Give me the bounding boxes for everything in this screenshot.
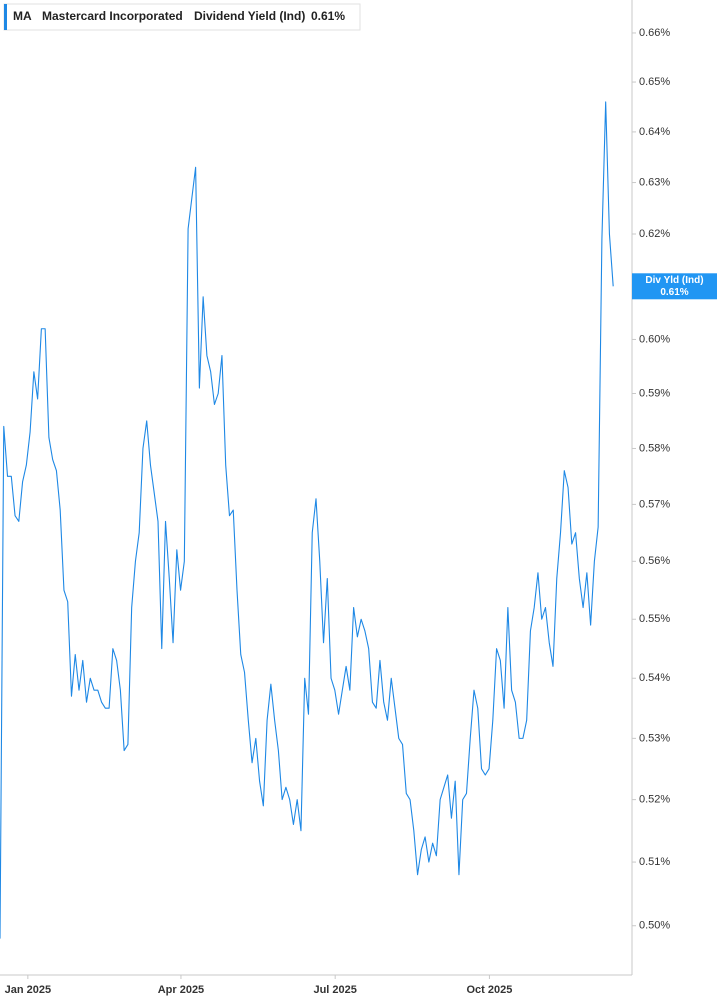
dividend-yield-line bbox=[0, 101, 614, 939]
y-tick-label: 0.54% bbox=[639, 672, 670, 684]
y-tick-label: 0.64% bbox=[639, 126, 670, 138]
y-tick-label: 0.58% bbox=[639, 442, 670, 454]
y-tick-label: 0.66% bbox=[639, 27, 670, 39]
y-tick-label: 0.60% bbox=[639, 333, 670, 345]
last-value: 0.61% bbox=[311, 9, 345, 23]
x-tick-label: Apr 2025 bbox=[158, 984, 204, 996]
y-tick-label: 0.63% bbox=[639, 176, 670, 188]
y-tick-label: 0.59% bbox=[639, 387, 670, 399]
y-tick-label: 0.62% bbox=[639, 228, 670, 240]
y-tick-label: 0.57% bbox=[639, 498, 670, 510]
header-box bbox=[3, 3, 361, 31]
badge-value: 0.61% bbox=[660, 287, 688, 298]
y-tick-label: 0.51% bbox=[639, 856, 670, 868]
metric: Dividend Yield (Ind) bbox=[194, 9, 305, 23]
ticker: MA bbox=[13, 9, 32, 23]
y-tick-label: 0.55% bbox=[639, 613, 670, 625]
axes bbox=[27, 32, 636, 979]
last-value-badge bbox=[632, 273, 717, 300]
badge-name: Div Yld (Ind) bbox=[645, 275, 703, 286]
y-tick-label: 0.53% bbox=[639, 732, 670, 744]
x-tick-label: Jan 2025 bbox=[5, 984, 51, 996]
y-tick-label: 0.50% bbox=[639, 920, 670, 932]
y-tick-label: 0.56% bbox=[639, 555, 670, 567]
x-tick-label: Jul 2025 bbox=[313, 984, 356, 996]
y-tick-label: 0.65% bbox=[639, 76, 670, 88]
company: Mastercard Incorporated bbox=[42, 9, 183, 23]
header-accent bbox=[4, 4, 7, 30]
x-tick-label: Oct 2025 bbox=[466, 984, 512, 996]
y-tick-label: 0.52% bbox=[639, 794, 670, 806]
